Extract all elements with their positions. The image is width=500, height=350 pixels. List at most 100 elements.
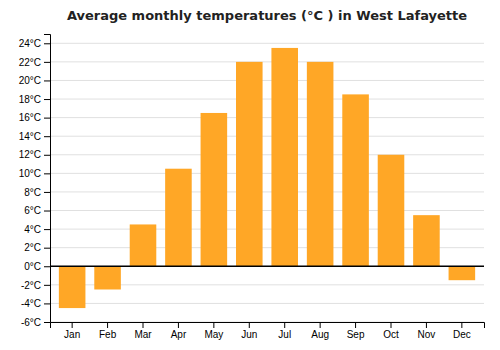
grid-line bbox=[50, 191, 484, 192]
y-tick-label: 16°C bbox=[19, 112, 41, 123]
x-tick-label: Feb bbox=[99, 329, 117, 340]
x-tick: Dec bbox=[453, 322, 471, 340]
x-tick-label: Aug bbox=[311, 329, 329, 340]
x-tick-mark bbox=[284, 322, 285, 328]
y-tick: 16°C bbox=[19, 112, 50, 123]
y-tick-mark bbox=[44, 322, 50, 323]
grid-line bbox=[50, 173, 484, 174]
y-tick-mark bbox=[44, 173, 50, 174]
x-tick-mark bbox=[213, 322, 214, 328]
x-tick: Mar bbox=[134, 322, 152, 340]
y-tick-mark bbox=[44, 192, 50, 193]
x-tick-mark bbox=[143, 322, 144, 328]
y-tick: 20°C bbox=[19, 75, 50, 86]
grid-line bbox=[50, 117, 484, 118]
y-tick-label: 6°C bbox=[24, 205, 41, 216]
x-tick: Nov bbox=[418, 322, 436, 340]
x-tick-mark bbox=[426, 322, 427, 328]
y-tick: 18°C bbox=[19, 94, 50, 105]
x-tick-mark bbox=[391, 322, 392, 328]
y-tick-label: 8°C bbox=[24, 187, 41, 198]
y-tick-mark bbox=[44, 266, 50, 267]
y-tick-label: -4°C bbox=[21, 298, 41, 309]
y-tick: 6°C bbox=[24, 205, 50, 216]
grid-line bbox=[50, 136, 484, 137]
y-tick-label: -6°C bbox=[21, 317, 41, 328]
x-tick-label: Nov bbox=[418, 329, 436, 340]
x-tick-label: Sep bbox=[347, 329, 365, 340]
bars bbox=[59, 48, 475, 308]
x-tick-mark bbox=[178, 322, 179, 328]
x-tick: Oct bbox=[383, 322, 399, 340]
y-tick-label: 12°C bbox=[19, 149, 41, 160]
y-tick-mark bbox=[44, 99, 50, 100]
y-tick: 22°C bbox=[19, 57, 50, 68]
x-axis: Jan Feb Mar Apr May Jun Jul Aug Sep Oct Nov Dec bbox=[51, 322, 485, 340]
plot: -6°C-4°C-2°C0°C2°C4°C6°C8°C10°C12°C14°C1… bbox=[19, 35, 485, 341]
x-tick: Apr bbox=[171, 322, 187, 340]
grid-line bbox=[50, 99, 484, 100]
x-tick: Aug bbox=[311, 322, 329, 340]
y-tick: 0°C bbox=[24, 261, 50, 272]
bar bbox=[94, 266, 121, 289]
bar bbox=[130, 224, 157, 266]
x-tick-label: Apr bbox=[171, 329, 187, 340]
bar bbox=[201, 113, 228, 266]
y-tick-label: 14°C bbox=[19, 131, 41, 142]
bar bbox=[342, 94, 369, 266]
grid-line bbox=[50, 266, 484, 267]
bar bbox=[165, 169, 192, 267]
y-tick: 12°C bbox=[19, 149, 50, 160]
y-tick-mark bbox=[44, 136, 50, 137]
y-axis-line bbox=[44, 35, 51, 323]
x-tick-label: Jun bbox=[241, 329, 257, 340]
y-tick-label: 24°C bbox=[19, 38, 41, 49]
y-axis: -6°C-4°C-2°C0°C2°C4°C6°C8°C10°C12°C14°C1… bbox=[19, 35, 51, 328]
y-tick-mark bbox=[44, 248, 50, 249]
grid-line bbox=[50, 154, 484, 155]
x-tick-mark bbox=[249, 322, 250, 328]
x-tick-label: Mar bbox=[134, 329, 152, 340]
y-tick-mark bbox=[44, 62, 50, 63]
y-tick-mark bbox=[44, 155, 50, 156]
bar bbox=[307, 62, 334, 266]
x-tick-label: Jul bbox=[278, 329, 291, 340]
y-tick-mark bbox=[44, 118, 50, 119]
title: Average monthly temperatures (°C ) in We… bbox=[67, 8, 467, 23]
x-tick-mark bbox=[72, 322, 73, 328]
y-tick-mark bbox=[44, 80, 50, 81]
y-tick-label: 0°C bbox=[24, 261, 41, 272]
grid-line bbox=[50, 80, 484, 81]
y-tick-label: 4°C bbox=[24, 224, 41, 235]
y-tick: 2°C bbox=[24, 242, 50, 253]
y-tick-label: 18°C bbox=[19, 94, 41, 105]
chart: -6°C-4°C-2°C0°C2°C4°C6°C8°C10°C12°C14°C1… bbox=[0, 0, 500, 350]
grid-line bbox=[50, 61, 484, 62]
x-tick-mark bbox=[461, 322, 462, 328]
y-tick: 8°C bbox=[24, 187, 50, 198]
y-tick: 4°C bbox=[24, 224, 50, 235]
x-tick-label: Dec bbox=[453, 329, 471, 340]
y-tick: -2°C bbox=[21, 280, 50, 291]
bar bbox=[413, 215, 440, 266]
x-tick: May bbox=[204, 322, 223, 340]
y-tick-mark bbox=[44, 229, 50, 230]
grid-line bbox=[50, 303, 484, 304]
x-tick-label: Jan bbox=[64, 329, 80, 340]
y-tick: -4°C bbox=[21, 298, 50, 309]
y-tick-label: 22°C bbox=[19, 57, 41, 68]
y-tick-mark bbox=[44, 303, 50, 304]
bar bbox=[378, 155, 405, 266]
y-tick-mark bbox=[44, 211, 50, 212]
x-axis-line bbox=[51, 323, 485, 329]
x-tick: Jun bbox=[241, 322, 257, 340]
grid-line bbox=[50, 210, 484, 211]
x-tick-label: Oct bbox=[383, 329, 399, 340]
bar bbox=[449, 266, 476, 280]
x-tick-mark bbox=[107, 322, 108, 328]
x-tick: Jan bbox=[64, 322, 80, 340]
x-tick: Jul bbox=[278, 322, 291, 340]
y-tick: 24°C bbox=[19, 38, 50, 49]
y-tick-mark bbox=[44, 285, 50, 286]
y-tick: -6°C bbox=[21, 317, 50, 328]
